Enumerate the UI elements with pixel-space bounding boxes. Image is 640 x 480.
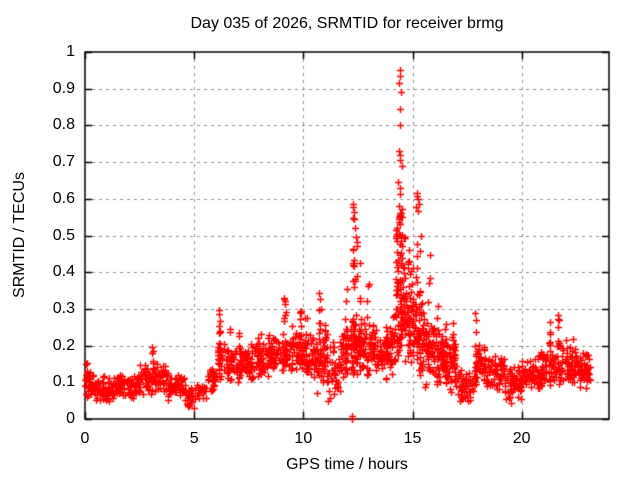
y-tick-label: 0.8 [52,116,75,134]
x-tick-label: 15 [403,430,422,447]
y-tick-label: 0.3 [52,299,75,317]
y-tick-label: 0.7 [52,153,75,171]
y-tick-label: 1 [66,43,75,60]
y-tick-label: 0.2 [52,336,75,354]
y-tick-label: 0.4 [52,263,75,281]
y-tick-label: 0.9 [52,79,75,97]
y-tick-label: 0.6 [52,189,75,207]
x-tick-label: 10 [294,430,313,447]
x-tick-label: 20 [512,430,531,447]
x-tick-label: 5 [189,430,199,447]
chart-title: Day 035 of 2026, SRMTID for receiver brm… [190,15,504,32]
y-tick-label: 0.1 [52,373,75,391]
x-tick-label: 0 [80,430,90,447]
x-axis-title: GPS time / hours [286,456,408,473]
y-tick-label: 0 [66,410,75,427]
y-tick-label: 0.5 [52,226,75,244]
